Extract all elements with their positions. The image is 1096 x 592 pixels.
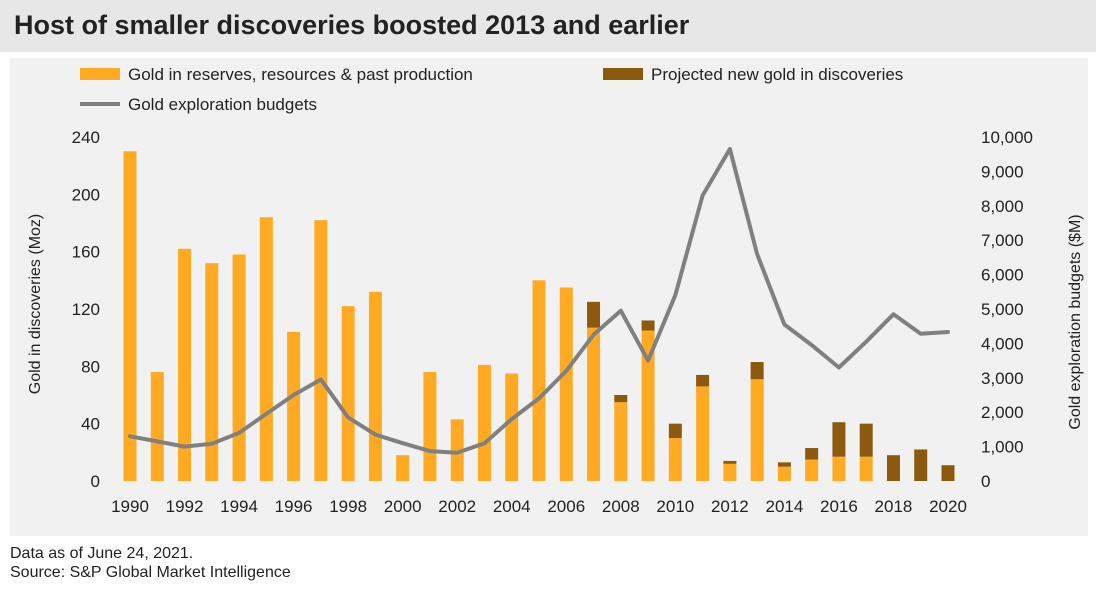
bar-reserves-1994	[232, 254, 246, 481]
y2-axis-title: Gold exploration budgets ($M)	[1067, 214, 1084, 429]
y2-tick-label: 0	[981, 472, 990, 491]
y-tick-label: 0	[91, 472, 100, 491]
y2-tick-label: 4,000	[981, 334, 1024, 353]
bar-projected-2014	[777, 462, 791, 467]
y-tick-label: 40	[81, 415, 100, 434]
bar-reserves-1990	[123, 151, 137, 482]
x-tick-label: 2010	[656, 497, 694, 516]
bar-projected-2011	[696, 374, 710, 387]
bar-reserves-2002	[450, 419, 464, 481]
bar-reserves-1999	[368, 291, 382, 481]
x-tick-label: 1998	[329, 497, 367, 516]
bar-reserves-2001	[423, 372, 437, 481]
bar-projected-2008	[614, 395, 628, 403]
data-date-note: Data as of June 24, 2021.	[10, 545, 194, 562]
y2-tick-label: 8,000	[981, 197, 1024, 216]
bar-reserves-2016	[832, 456, 846, 481]
y2-tick-label: 10,000	[981, 128, 1033, 147]
y-tick-label: 80	[81, 357, 100, 376]
bar-reserves-1992	[178, 248, 192, 481]
bar-projected-2018	[886, 455, 900, 481]
x-tick-label: 2002	[438, 497, 476, 516]
x-tick-label: 1994	[220, 497, 258, 516]
x-tick-label: 1996	[275, 497, 313, 516]
y2-tick-label: 7,000	[981, 231, 1024, 250]
bar-reserves-2006	[559, 287, 573, 481]
y2-tick-label: 3,000	[981, 369, 1024, 388]
plot-area: 0 40 80 120 160 200 240 0 1,000 2,000 3,000 4,000 5,…	[72, 128, 1033, 516]
y-axis-title: Gold in discoveries (Moz)	[27, 214, 44, 395]
bar-reserves-2000	[396, 455, 410, 481]
bar-projected-2013	[750, 362, 764, 380]
bar-projected-2019	[914, 449, 928, 481]
x-tick-label: 1990	[111, 497, 149, 516]
x-tick-label: 2018	[875, 497, 913, 516]
bar-reserves-2011	[696, 386, 710, 481]
x-tick-label: 2014	[765, 497, 803, 516]
bar-reserves-2008	[614, 402, 628, 481]
x-tick-label: 2000	[384, 497, 422, 516]
bar-reserves-2014	[777, 466, 791, 481]
x-tick-label: 1992	[166, 497, 204, 516]
title-band: Host of smaller discoveries boosted 2013…	[0, 0, 1096, 52]
budget-line	[128, 147, 950, 455]
bar-reserves-2017	[859, 456, 873, 481]
bar-projected-2017	[859, 423, 873, 457]
bar-projected-2012	[723, 460, 737, 464]
bar-reserves-2015	[805, 459, 819, 481]
bar-reserves-1998	[341, 306, 355, 481]
bar-reserves-2012	[723, 463, 737, 481]
y2-tick-label: 2,000	[981, 403, 1024, 422]
x-tick-label: 2006	[547, 497, 585, 516]
bar-projected-2016	[832, 422, 846, 457]
bar-reserves-2007	[587, 327, 601, 481]
bar-reserves-1996	[287, 331, 301, 481]
bar-projected-2007	[587, 301, 601, 328]
chart-title: Host of smaller discoveries boosted 2013…	[14, 10, 690, 40]
bar-reserves-2013	[750, 379, 764, 481]
bar-reserves-2003	[477, 364, 491, 481]
y-tick-label: 160	[72, 243, 100, 262]
bar-projected-2020	[941, 465, 955, 481]
y2-tick-label: 1,000	[981, 438, 1024, 457]
x-tick-label: 2008	[602, 497, 640, 516]
legend-label-budget: Gold exploration budgets	[128, 95, 317, 114]
y-tick-label: 200	[72, 185, 100, 204]
y-tick-label: 120	[72, 300, 100, 319]
bar-reserves-2009	[641, 330, 655, 481]
x-tick-label: 2004	[493, 497, 531, 516]
bar-projected-2015	[805, 448, 819, 460]
footer: Data as of June 24, 2021. Source: S&P Gl…	[10, 544, 291, 582]
bar-reserves-2004	[505, 373, 519, 481]
legend-swatch-reserves	[80, 68, 120, 80]
bar-projected-2010	[668, 423, 682, 438]
bar-projected-2009	[641, 320, 655, 331]
legend-label-projected: Projected new gold in discoveries	[651, 65, 903, 84]
y2-tick-label: 9,000	[981, 162, 1024, 181]
x-tick-label: 2012	[711, 497, 749, 516]
bar-reserves-1995	[259, 217, 273, 481]
bar-reserves-2010	[668, 438, 682, 481]
y2-tick-label: 6,000	[981, 266, 1024, 285]
y-tick-label: 240	[72, 128, 100, 147]
legend-swatch-projected	[603, 68, 643, 80]
legend: Gold in reserves, resources & past produ…	[80, 65, 903, 114]
y2-tick-label: 5,000	[981, 300, 1024, 319]
legend-label-reserves: Gold in reserves, resources & past produ…	[128, 65, 473, 84]
bar-reserves-1997	[314, 220, 328, 481]
bar-reserves-1991	[150, 372, 164, 481]
x-tick-label: 2020	[929, 497, 967, 516]
bar-reserves-1993	[205, 263, 219, 481]
x-tick-label: 2016	[820, 497, 858, 516]
bar-reserves-2005	[532, 280, 546, 481]
source-note: Source: S&P Global Market Intelligence	[10, 564, 291, 581]
